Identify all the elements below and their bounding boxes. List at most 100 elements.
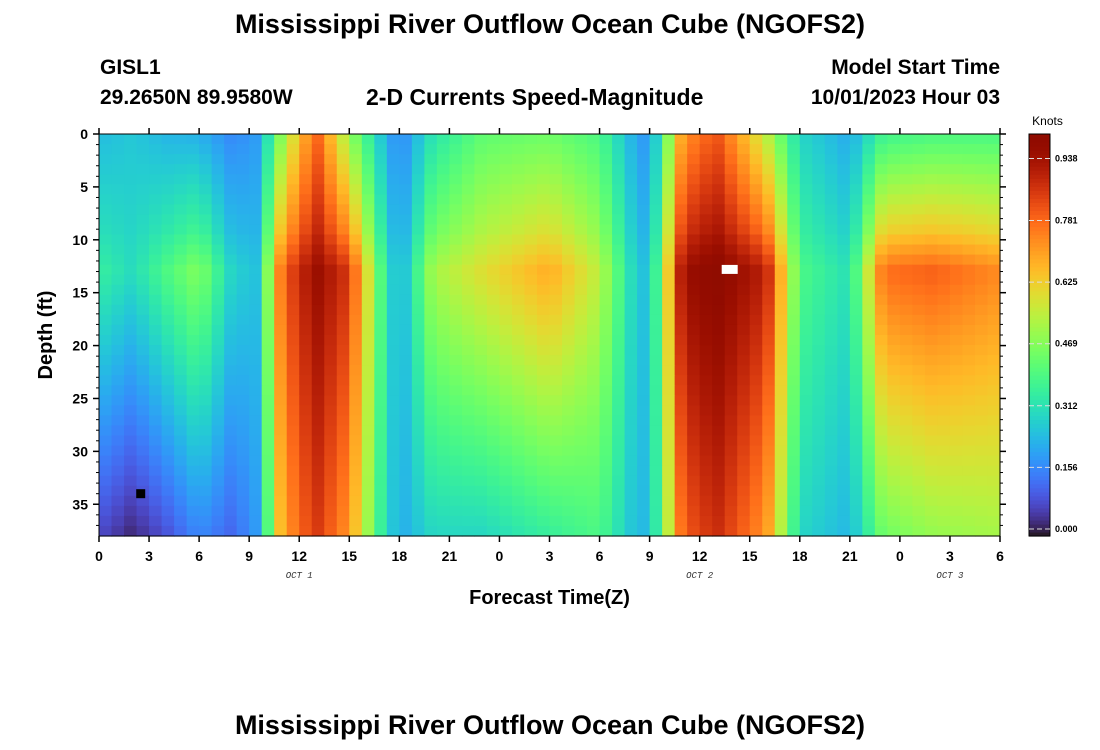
heatmap-cell (599, 134, 613, 145)
heatmap-cell (461, 395, 476, 406)
heatmap-cell (812, 174, 826, 185)
heatmap-cell (974, 154, 989, 165)
heatmap-cell (224, 244, 238, 256)
heatmap-cell (824, 455, 838, 467)
heatmap-cell (974, 194, 989, 205)
heatmap-cell (486, 264, 501, 276)
heatmap-cell (474, 415, 488, 427)
colorbar-band (1029, 234, 1050, 240)
heatmap-cell (749, 204, 763, 215)
heatmap-cell (987, 445, 1001, 457)
heatmap-cell (612, 234, 626, 246)
heatmap-cell (474, 335, 488, 346)
heatmap-cell (849, 214, 863, 226)
heatmap-cell (174, 425, 188, 437)
heatmap-cell (987, 264, 1001, 276)
heatmap-cell (111, 314, 125, 326)
heatmap-cell (912, 435, 926, 447)
heatmap-cell (236, 234, 250, 246)
heatmap-cell (637, 345, 651, 356)
heatmap-cell (837, 154, 851, 165)
colorbar-band (1029, 527, 1050, 533)
heatmap-cell (111, 525, 125, 537)
heatmap-cell (549, 254, 563, 266)
heatmap-cell (737, 365, 751, 376)
heatmap-cell (174, 405, 188, 416)
heatmap-cell (699, 485, 713, 497)
heatmap-cell (261, 475, 275, 487)
colorbar-band (1029, 383, 1050, 388)
heatmap-cell (174, 385, 188, 396)
heatmap-cell (799, 405, 813, 416)
heatmap-cell (549, 184, 563, 195)
heatmap-cell (812, 375, 826, 386)
heatmap-cell (687, 335, 701, 346)
heatmap-cell (737, 264, 751, 276)
heatmap-cell (536, 355, 551, 366)
heatmap-cell (424, 164, 438, 175)
heatmap-cell (349, 144, 363, 155)
heatmap-cell (486, 174, 501, 185)
heatmap-cell (474, 445, 488, 457)
heatmap-cell (887, 385, 901, 396)
heatmap-cell (699, 274, 713, 286)
heatmap-cell (849, 154, 863, 165)
heatmap-cell (99, 294, 113, 306)
heatmap-cell (737, 214, 751, 226)
heatmap-cell (737, 475, 751, 487)
heatmap-cell (224, 234, 238, 246)
heatmap-cell (649, 435, 663, 447)
heatmap-cell (361, 244, 375, 256)
heatmap-cell (762, 234, 776, 246)
heatmap-cell (461, 385, 476, 396)
heatmap-cell (812, 515, 826, 527)
heatmap-cell (674, 505, 688, 517)
heatmap-cell (199, 174, 213, 185)
heatmap-cell (649, 294, 663, 306)
heatmap-cell (261, 324, 275, 336)
heatmap-cell (299, 335, 313, 346)
heatmap-cell (762, 164, 776, 175)
heatmap-cell (624, 375, 638, 386)
heatmap-cell (211, 144, 225, 155)
heatmap-cell (837, 355, 851, 366)
heatmap-cell (299, 134, 313, 145)
heatmap-cell (261, 274, 275, 286)
heatmap-cell (336, 485, 350, 497)
heatmap-cell (849, 365, 863, 376)
heatmap-cell (174, 314, 188, 326)
date-label: OCT 2 (686, 571, 714, 581)
heatmap-cell (937, 284, 951, 296)
heatmap-cell (649, 164, 663, 175)
heatmap-cell (361, 395, 375, 406)
heatmap-cell (649, 375, 663, 386)
heatmap-cell (662, 335, 676, 346)
heatmap-cell (174, 284, 188, 296)
heatmap-cell (687, 415, 701, 427)
heatmap-cell (436, 304, 450, 316)
heatmap-cell (712, 174, 726, 185)
heatmap-cell (749, 485, 763, 497)
x-tick-label: 3 (546, 548, 554, 564)
heatmap-cell (286, 194, 300, 205)
heatmap-cell (599, 194, 613, 205)
heatmap-cell (599, 435, 613, 447)
heatmap-cell (574, 405, 588, 416)
heatmap-cell (286, 395, 300, 406)
heatmap-cell (637, 134, 651, 145)
heatmap-cell (299, 214, 313, 226)
heatmap-cell (274, 515, 288, 527)
heatmap-cell (924, 144, 939, 155)
colorbar-band (1029, 142, 1050, 147)
heatmap-cell (774, 134, 788, 145)
heatmap-cell (974, 355, 989, 366)
heatmap-cell (674, 204, 688, 215)
heatmap-cell (436, 134, 450, 145)
heatmap-cell (286, 375, 300, 386)
heatmap-cell (299, 445, 313, 457)
heatmap-cell (762, 475, 776, 487)
heatmap-cell (424, 294, 438, 306)
heatmap-cell (812, 134, 826, 145)
heatmap-cell (499, 284, 513, 296)
colorbar-band (1029, 483, 1050, 489)
